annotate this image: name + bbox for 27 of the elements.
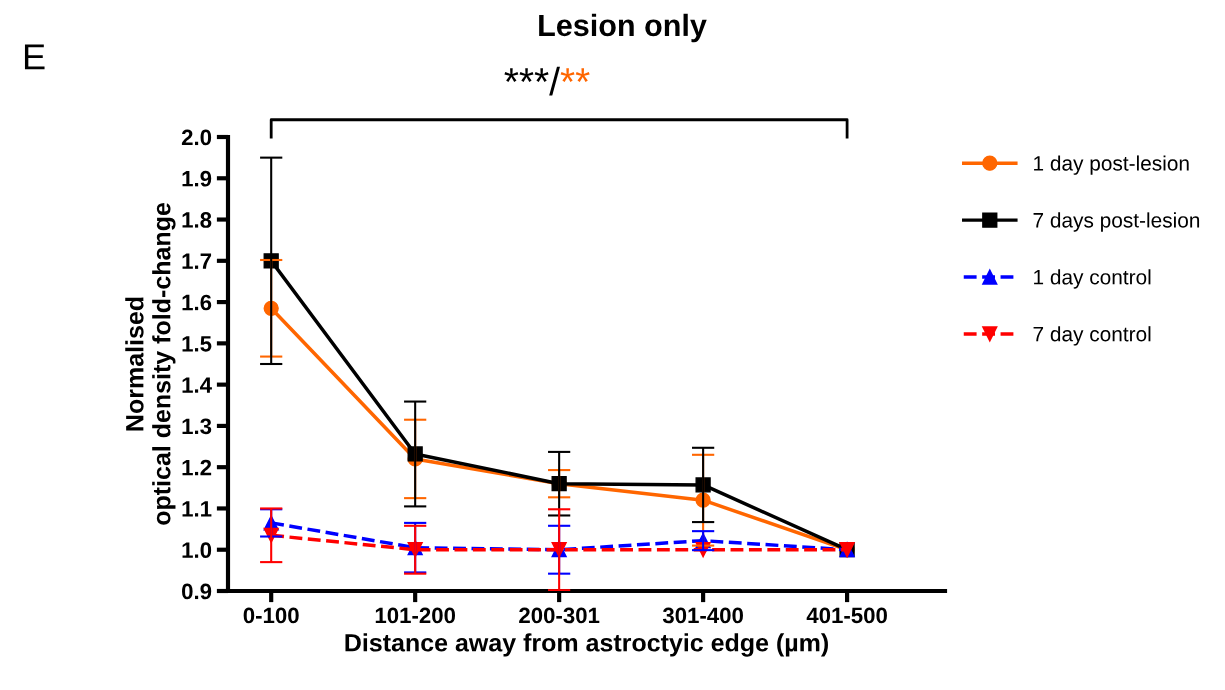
text: ** xyxy=(560,68,590,82)
y-tick-label: 1.7 xyxy=(182,253,212,269)
y-tick-label: 1.5 xyxy=(182,336,212,352)
legend-label: 1 day control xyxy=(1034,269,1151,289)
x-axis-title: Distance away from astroctyic edge (µm) xyxy=(345,633,828,657)
x-tick-label: 0-100 xyxy=(243,607,299,624)
text: E xyxy=(24,44,45,70)
x-tick-label: 301-400 xyxy=(662,607,743,624)
x-tick-label: 401-500 xyxy=(806,607,887,624)
y-tick-label: 1.3 xyxy=(182,418,212,435)
y-tick-label: 1.6 xyxy=(182,294,212,311)
y-axis-title: Normalised optical density fold-change xyxy=(125,203,176,525)
y-tick-label: 1.4 xyxy=(182,377,212,393)
y-tick-label: 1.8 xyxy=(182,212,212,228)
legend-label: 1 day post-lesion xyxy=(1034,155,1189,175)
x-tick-label: 101-200 xyxy=(375,607,456,624)
y-tick-label: 1.0 xyxy=(182,542,212,558)
y-tick-label: 1.1 xyxy=(182,501,212,517)
x-tick-label: 200-301 xyxy=(519,607,600,624)
y-tick-label: 1.2 xyxy=(182,459,212,476)
chart-title: Lesion only xyxy=(539,13,707,43)
y-tick-label: 2.0 xyxy=(181,129,212,146)
y-tick-label: 1.9 xyxy=(182,170,212,187)
y-tick-label: 0.9 xyxy=(182,583,212,600)
legend-label: 7 day control xyxy=(1033,326,1151,346)
legend-label: 7 days post-lesion xyxy=(1033,212,1200,232)
text: ***/ xyxy=(504,66,560,96)
